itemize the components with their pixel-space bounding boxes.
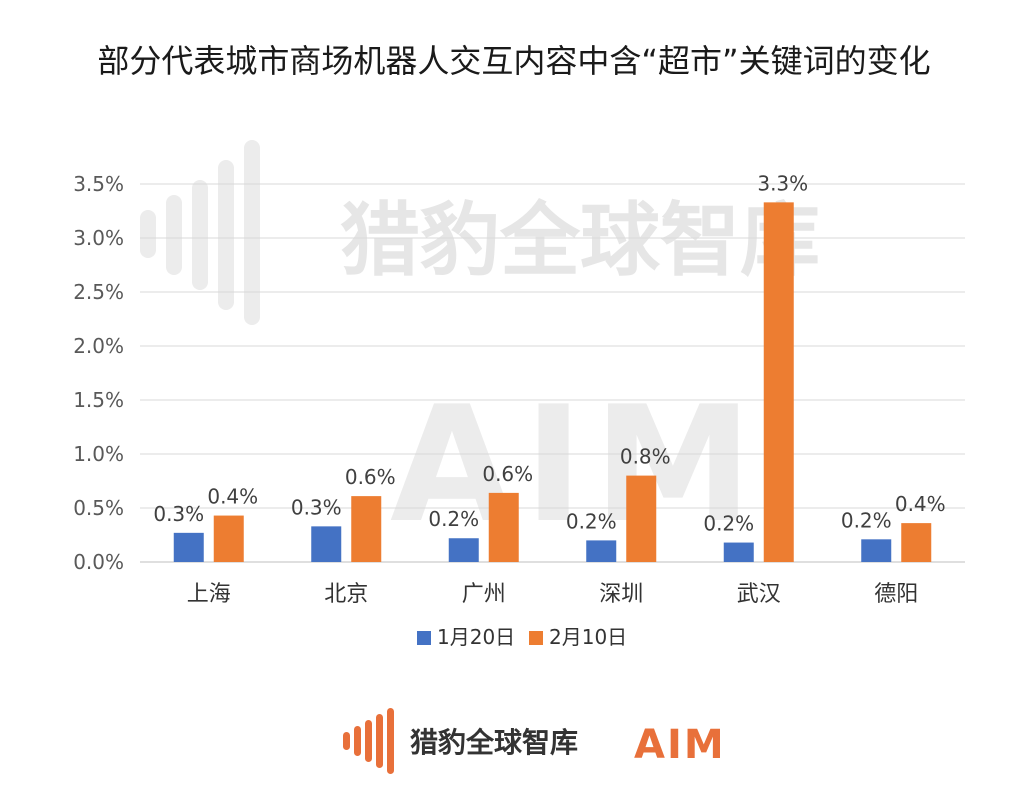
bar bbox=[586, 540, 617, 562]
x-tick-label: 武汉 bbox=[737, 582, 781, 607]
data-label: 0.2% bbox=[703, 512, 754, 536]
legend-label: 1月20日 bbox=[437, 625, 515, 649]
legend-swatch bbox=[417, 631, 431, 645]
data-label: 0.4% bbox=[895, 492, 946, 516]
bar bbox=[173, 532, 204, 562]
y-tick-label: 1.5% bbox=[73, 388, 124, 412]
y-tick-label: 0.0% bbox=[73, 550, 124, 574]
bar bbox=[351, 496, 382, 562]
data-label: 0.2% bbox=[841, 508, 892, 532]
bar bbox=[488, 492, 519, 562]
bar bbox=[448, 538, 479, 562]
x-tick-label: 德阳 bbox=[874, 582, 918, 607]
x-tick-label: 上海 bbox=[187, 582, 231, 607]
x-tick-label: 北京 bbox=[324, 582, 368, 607]
legend-label: 2月10日 bbox=[549, 625, 627, 649]
y-tick-label: 3.0% bbox=[73, 226, 124, 250]
gridlines bbox=[140, 183, 965, 563]
data-label: 0.3% bbox=[291, 495, 342, 519]
data-label: 0.6% bbox=[482, 462, 533, 486]
watermark-logo-icon bbox=[140, 140, 260, 325]
legend: 1月20日 2月10日 bbox=[417, 625, 627, 649]
y-tick-label: 0.5% bbox=[73, 496, 124, 520]
footer-aim-logo: AIM bbox=[634, 722, 726, 768]
watermark: 猎豹全球智库 AIM bbox=[140, 140, 820, 558]
x-axis: 上海 北京 广州 深圳 武汉 德阳 bbox=[187, 582, 919, 607]
bars bbox=[173, 202, 932, 563]
bar bbox=[763, 202, 794, 563]
data-label: 3.3% bbox=[757, 171, 808, 195]
y-tick-label: 1.0% bbox=[73, 442, 124, 466]
x-tick-label: 深圳 bbox=[599, 582, 643, 607]
y-tick-label: 2.5% bbox=[73, 280, 124, 304]
y-tick-label: 2.0% bbox=[73, 334, 124, 358]
data-label: 0.4% bbox=[207, 485, 258, 509]
data-label: 0.2% bbox=[428, 507, 479, 531]
bar bbox=[626, 475, 657, 562]
x-tick-label: 广州 bbox=[462, 582, 506, 607]
legend-swatch bbox=[529, 631, 543, 645]
y-axis: 0.0% 0.5% 1.0% 1.5% 2.0% 2.5% 3.0% 3.5% bbox=[73, 172, 124, 574]
data-label: 0.3% bbox=[153, 502, 204, 526]
bar bbox=[861, 539, 892, 562]
watermark-aim: AIM bbox=[390, 371, 763, 558]
bar bbox=[311, 526, 342, 562]
footer-brand: 猎豹全球智库 AIM bbox=[343, 708, 726, 774]
data-label: 0.2% bbox=[566, 509, 617, 533]
bar bbox=[901, 523, 932, 562]
bar bbox=[213, 515, 244, 562]
chart-title: 部分代表城市商场机器人交互内容中含“超市”关键词的变化 bbox=[97, 42, 931, 80]
y-tick-label: 3.5% bbox=[73, 172, 124, 196]
watermark-brand: 猎豹全球智库 bbox=[340, 194, 820, 287]
data-labels: 0.3%0.4% 0.3%0.6%0.2%0.6%0.2%0.8%0.2%3.3%… bbox=[153, 171, 945, 535]
brand-logo-icon bbox=[343, 708, 394, 774]
footer-brand-name: 猎豹全球智库 bbox=[410, 726, 578, 759]
bar bbox=[723, 542, 754, 562]
data-label: 0.6% bbox=[345, 465, 396, 489]
data-label: 0.8% bbox=[620, 445, 671, 469]
